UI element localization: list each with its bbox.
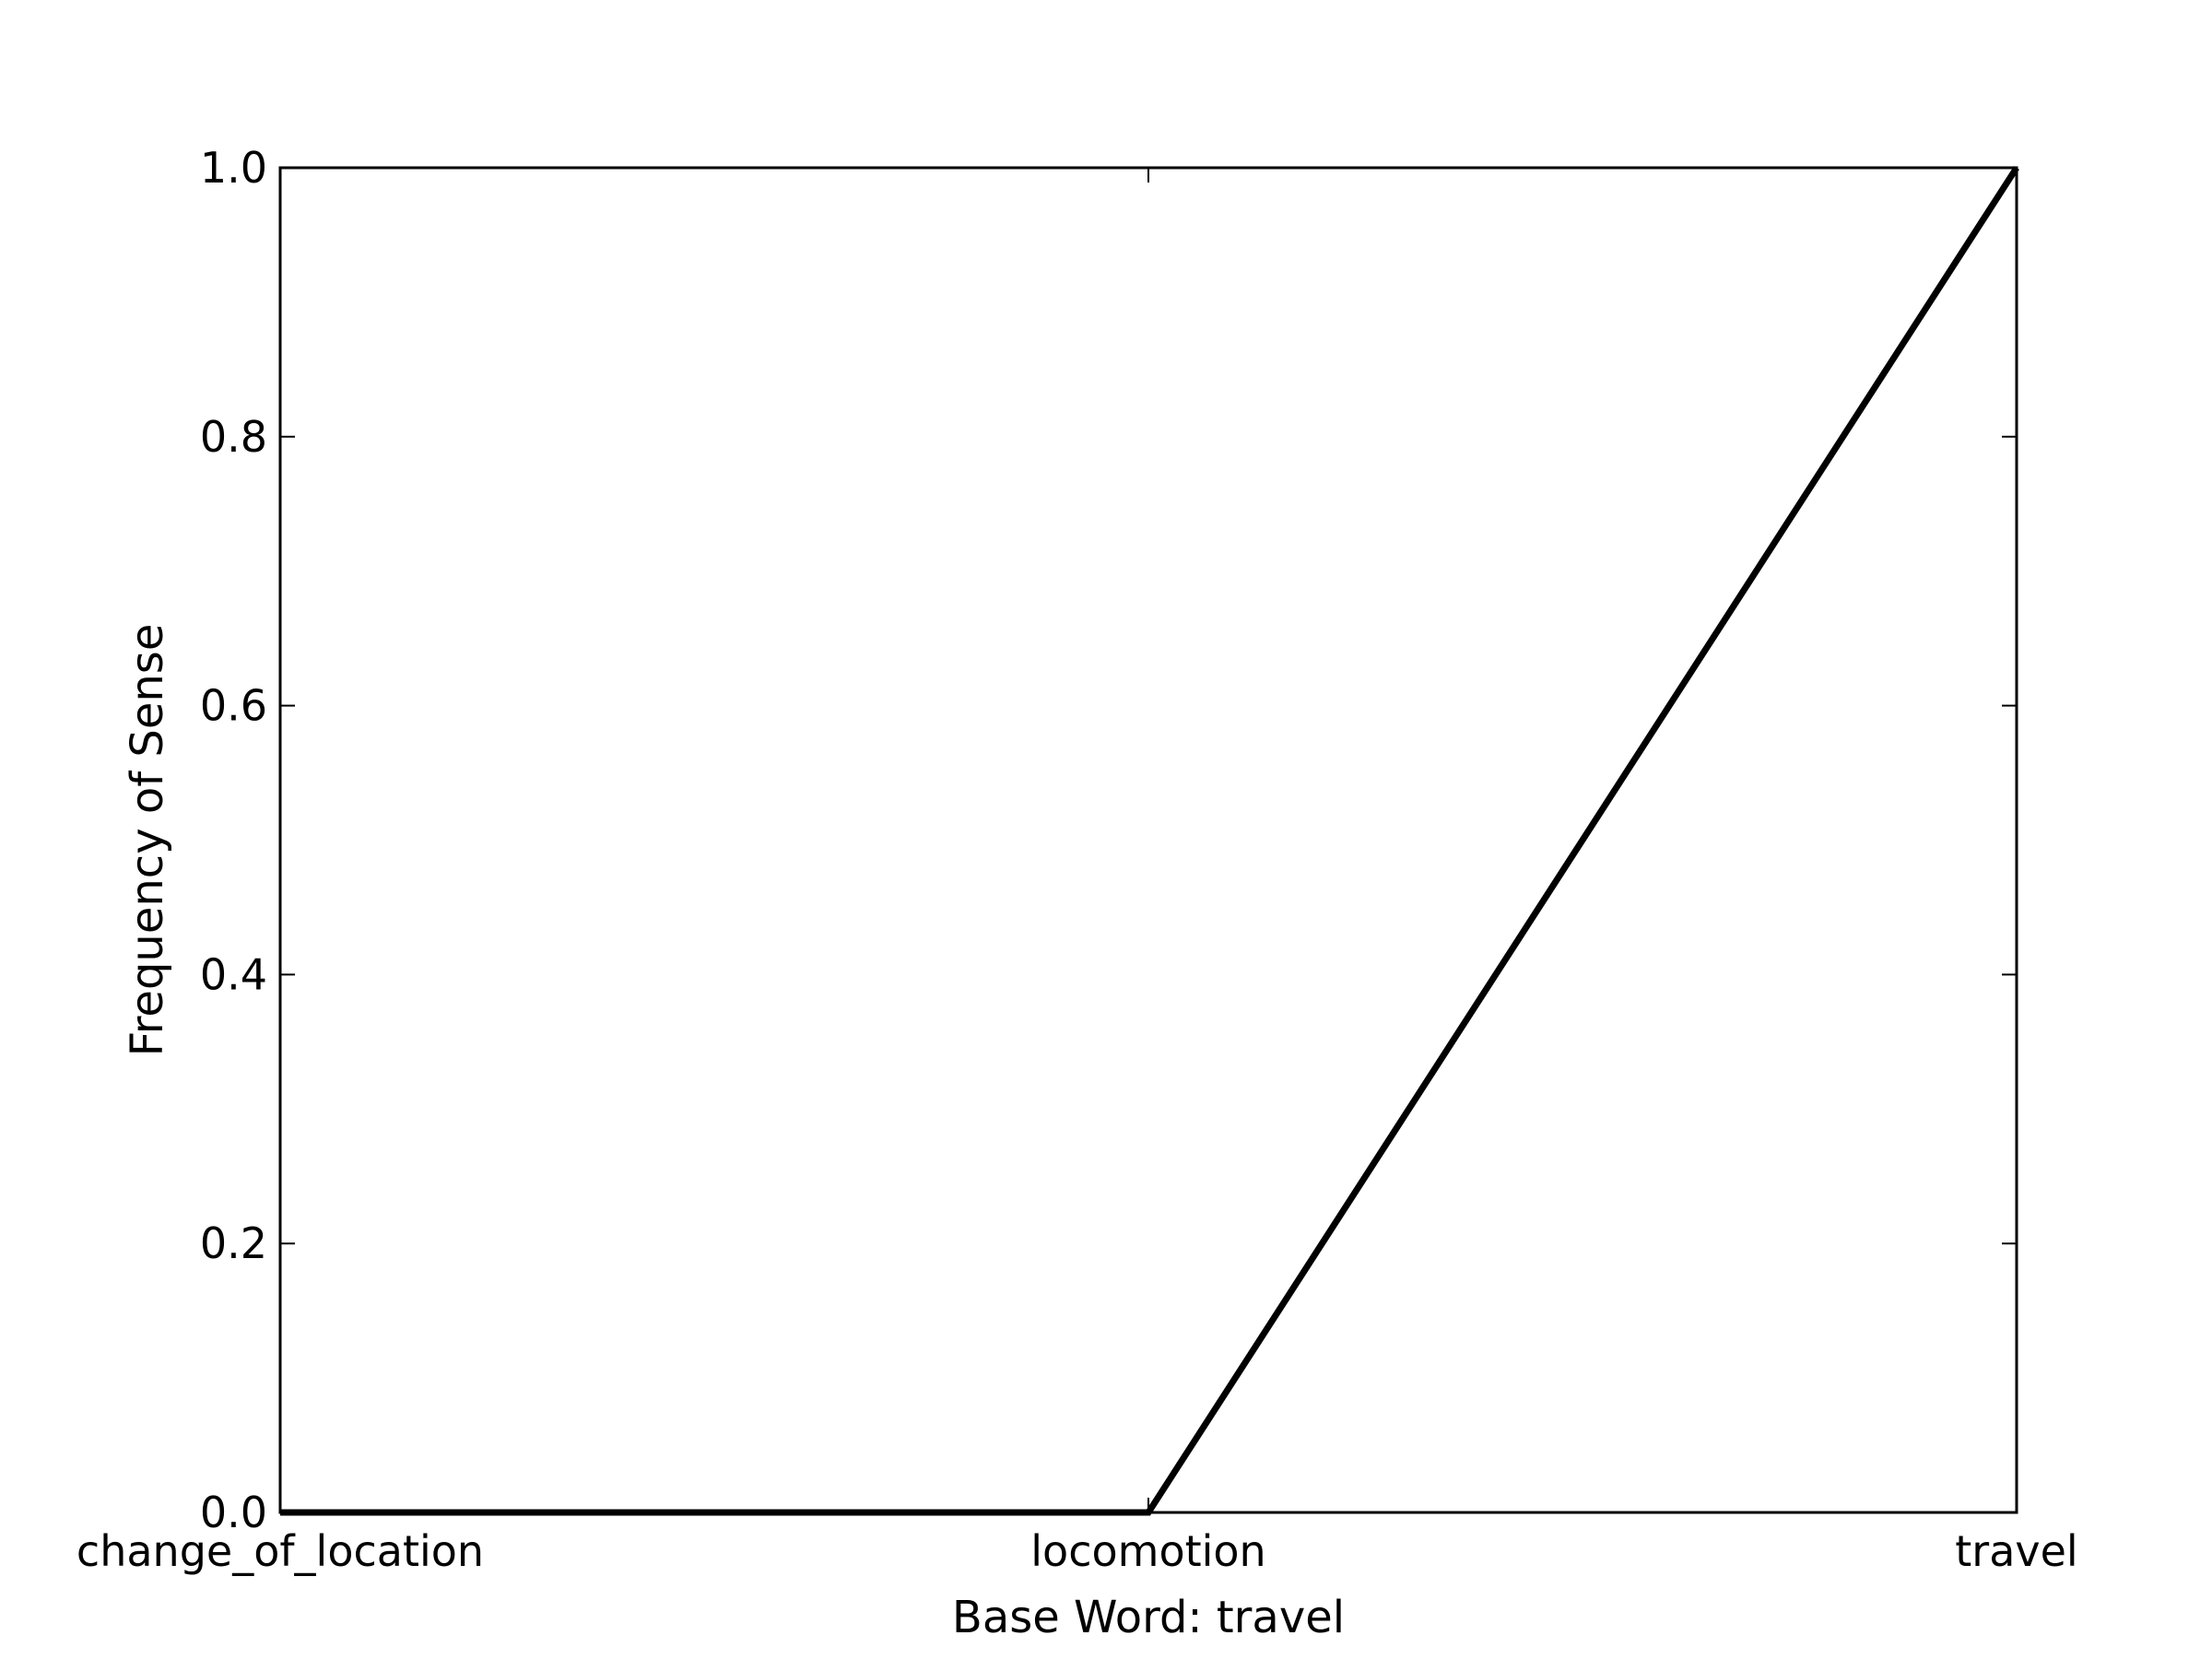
y-tick-label: 0.2 [200, 1218, 267, 1268]
y-axis-label: Frequency of Sense [122, 624, 173, 1057]
x-tick-label: locomotion [1030, 1526, 1265, 1576]
y-tick-label: 0.8 [200, 412, 267, 462]
y-tick-label: 0.0 [200, 1488, 267, 1537]
x-axis-label: Base Word: travel [952, 1592, 1345, 1643]
y-tick-label: 0.4 [200, 949, 267, 999]
ticks: change_of_location locomotion travel 0.0 0.2… [76, 143, 2078, 1576]
x-tick-label: change_of_location [76, 1526, 484, 1576]
x-tick-label: travel [1955, 1526, 2077, 1576]
y-tick-label: 1.0 [200, 143, 267, 193]
y-tick-label: 0.6 [200, 681, 267, 731]
